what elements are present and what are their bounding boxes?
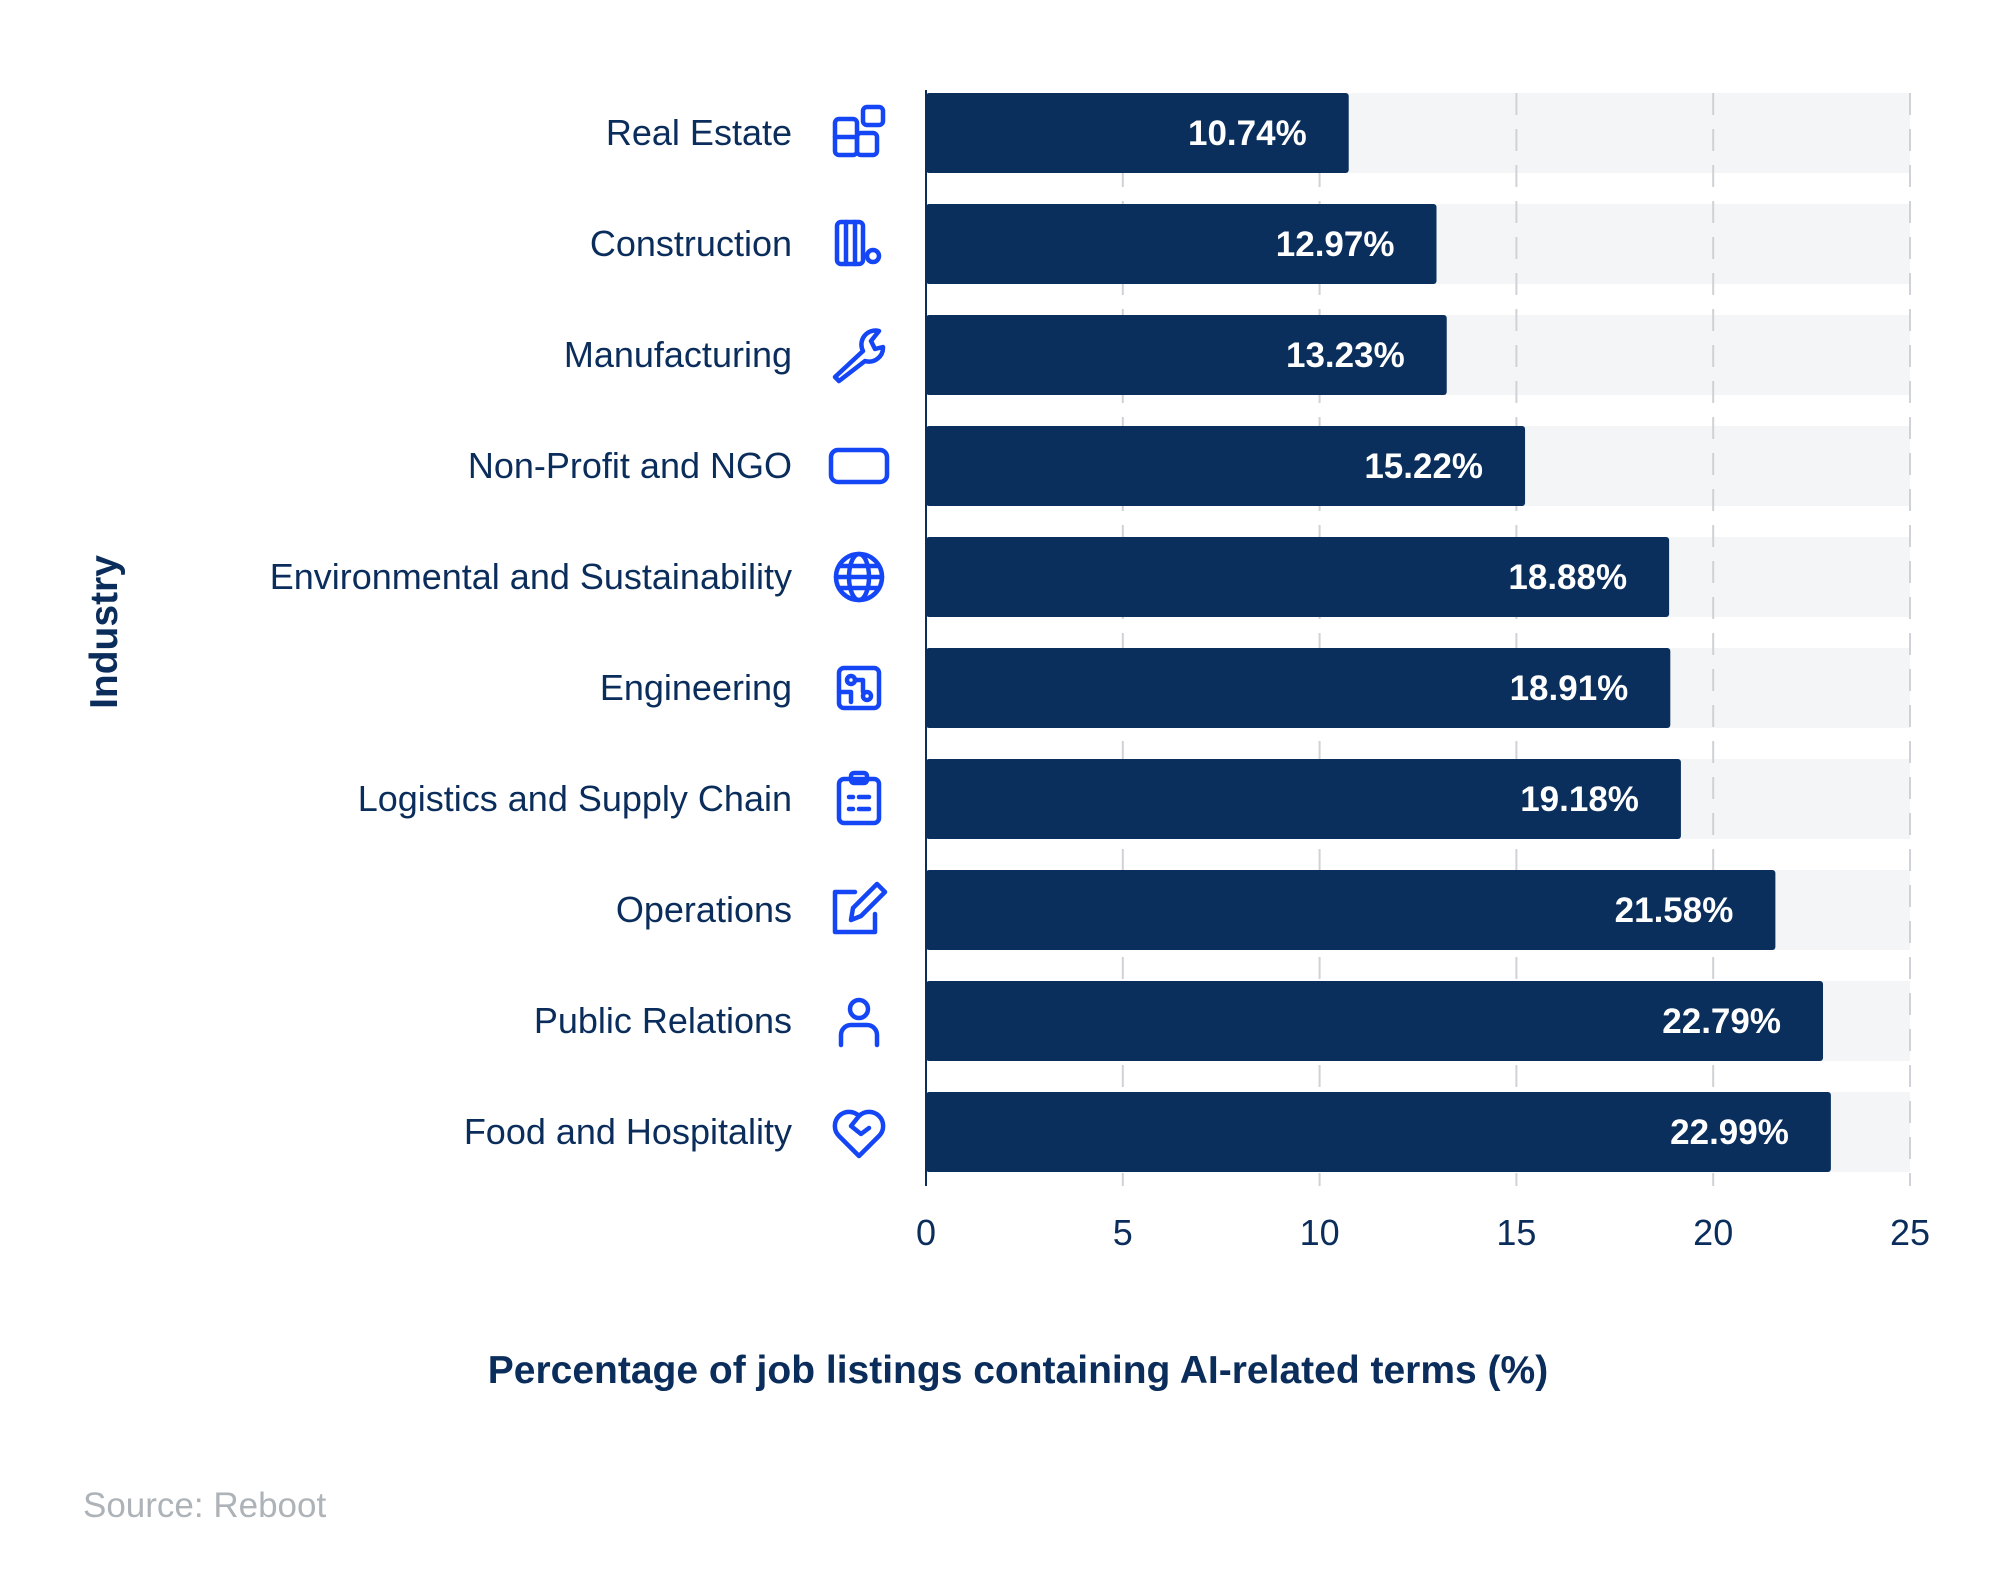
y-axis-title: Industry	[83, 555, 126, 709]
data-label: 10.74%	[1188, 114, 1307, 153]
data-label: 22.99%	[1670, 1113, 1789, 1152]
category-label: Engineering	[600, 667, 792, 708]
globe-icon	[833, 551, 885, 603]
category-label: Operations	[616, 889, 792, 930]
data-label: 21.58%	[1615, 891, 1734, 930]
bar	[926, 426, 1526, 506]
x-tick-label: 15	[1496, 1212, 1536, 1253]
rectangle-icon	[828, 447, 890, 485]
data-label: 19.18%	[1520, 780, 1639, 819]
bar	[926, 870, 1776, 950]
bar	[926, 315, 1447, 395]
category-label: Real Estate	[606, 112, 792, 153]
bar	[926, 648, 1671, 728]
category-label: Food and Hospitality	[464, 1111, 792, 1152]
heart-handshake-icon	[832, 1109, 886, 1159]
x-axis-title: Percentage of job listings containing AI…	[488, 1349, 1548, 1392]
category-label: Non-Profit and NGO	[468, 445, 792, 486]
bar	[926, 93, 1349, 173]
bar	[926, 537, 1670, 617]
data-label: 13.23%	[1286, 336, 1405, 375]
buildings-icon	[832, 104, 886, 158]
data-label: 12.97%	[1276, 225, 1395, 264]
x-tick-label: 10	[1300, 1212, 1340, 1253]
category-label: Logistics and Supply Chain	[358, 778, 792, 819]
bar	[926, 1092, 1831, 1172]
circuit-icon	[836, 665, 882, 711]
x-tick-label: 0	[916, 1212, 936, 1253]
x-tick-label: 20	[1693, 1212, 1733, 1253]
category-label: Public Relations	[534, 1000, 792, 1041]
wrench-icon	[832, 328, 886, 384]
data-label: 18.91%	[1510, 669, 1629, 708]
category-label: Manufacturing	[564, 334, 792, 375]
category-label: Construction	[590, 223, 792, 264]
person-icon	[838, 997, 880, 1048]
category-label: Environmental and Sustainability	[270, 556, 792, 597]
x-tick-label: 25	[1890, 1212, 1930, 1253]
source-note: Source: Reboot	[83, 1486, 326, 1525]
construction-icon	[834, 219, 882, 267]
bar	[926, 981, 1824, 1061]
data-label: 18.88%	[1508, 558, 1627, 597]
bar	[926, 204, 1437, 284]
data-label: 15.22%	[1364, 447, 1483, 486]
data-label: 22.79%	[1662, 1002, 1781, 1041]
bar	[926, 759, 1681, 839]
pencil-square-icon	[832, 881, 888, 935]
x-tick-label: 5	[1113, 1212, 1133, 1253]
clipboard-list-icon	[836, 770, 882, 826]
